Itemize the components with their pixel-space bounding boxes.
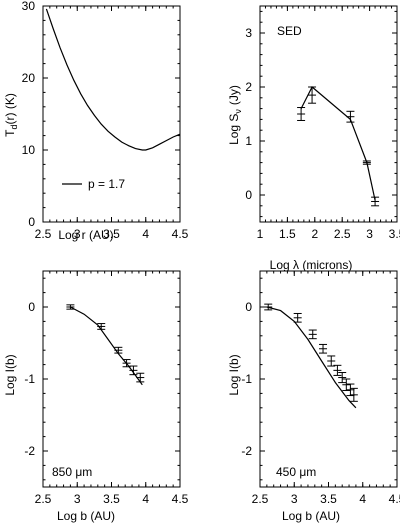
x-tick-label: 3 — [366, 227, 373, 241]
data-point — [122, 359, 131, 368]
y-tick-label: 1 — [245, 134, 252, 148]
y-tick-label: -2 — [24, 444, 35, 458]
data-point — [66, 304, 75, 310]
panel-450: 2.5 3 3.5 4 4.5 0 -1 -2 — [241, 270, 400, 506]
data-point — [371, 196, 380, 207]
x-tick-label: 3 — [291, 492, 298, 506]
x-tick-label: 4 — [142, 492, 149, 506]
plot-frame — [42, 270, 181, 488]
panel-850: 2.5 3 3.5 4 4.5 0 -1 -2 — [24, 270, 189, 506]
x-tick-label: 4 — [359, 492, 366, 506]
ylabel-sed: Log Sν(Jy) — [227, 85, 243, 145]
x-tick-label: 3.5 — [103, 492, 120, 506]
panel-sed: 1 1.5 2 2.5 3 3.5 0 1 2 3 — [245, 5, 400, 241]
model-line — [70, 306, 143, 386]
y-tick-label: 0 — [28, 300, 35, 314]
x-tick-label: 3.5 — [320, 492, 337, 506]
data-point — [308, 86, 317, 104]
x-tick-label: 3 — [74, 492, 81, 506]
x-tick-label: 4.5 — [172, 227, 189, 241]
y-tick-label: 2 — [245, 80, 252, 94]
xlabel-sed: Log λ (microns) — [270, 258, 353, 272]
annotation-850: 850 μm — [52, 465, 92, 479]
data-point — [338, 372, 347, 384]
x-tick-label: 2.5 — [35, 492, 52, 506]
data-point — [97, 323, 106, 330]
x-tick-label: 1.5 — [279, 227, 296, 241]
y-tick-label: -1 — [241, 372, 252, 386]
annotation-sed: SED — [277, 24, 302, 38]
data-point — [346, 110, 355, 123]
x-tick-label: 3.5 — [103, 227, 120, 241]
y-tick-label: 30 — [22, 0, 36, 13]
y-tick-label: -2 — [241, 444, 252, 458]
y-tick-label: 10 — [22, 143, 36, 157]
x-tick-label: 1 — [257, 227, 264, 241]
data-point — [129, 365, 138, 376]
ylabel-450: Log I(b) — [227, 354, 241, 395]
data-point — [136, 372, 145, 383]
plot-frame — [259, 5, 398, 223]
data-point — [349, 387, 358, 402]
data-point — [308, 329, 317, 340]
x-tick-label: 3.5 — [389, 227, 400, 241]
xlabel-450: Log b (AU) — [282, 509, 340, 523]
xlabel-temperature: Log r (AU) — [58, 228, 113, 242]
data-point — [264, 303, 273, 311]
data-point — [346, 383, 355, 397]
model-line — [266, 306, 357, 409]
ylabel-temperature: Td(r) (K) — [3, 93, 19, 137]
x-tick-label: 2.5 — [35, 227, 52, 241]
y-tick-label: 20 — [22, 71, 36, 85]
series-line — [45, 8, 180, 151]
y-tick-label: 3 — [245, 26, 252, 40]
data-point — [327, 355, 336, 367]
x-tick-label: 2 — [311, 227, 318, 241]
data-point — [293, 312, 302, 323]
x-tick-label: 2.5 — [252, 492, 269, 506]
model-line — [300, 86, 376, 201]
y-tick-label: 0 — [245, 300, 252, 314]
data-point — [297, 107, 306, 121]
panel-temperature: 2.5 3 3.5 4 4.5 0 10 20 30 — [22, 0, 189, 241]
y-tick-label: -1 — [24, 372, 35, 386]
data-point — [333, 364, 342, 376]
y-tick-label: 0 — [245, 188, 252, 202]
x-tick-label: 4.5 — [389, 492, 400, 506]
y-tick-label: 0 — [28, 215, 35, 229]
x-tick-label: 3 — [74, 227, 81, 241]
data-point — [342, 378, 351, 392]
ylabel-850: Log I(b) — [3, 354, 17, 395]
data-point — [362, 160, 371, 165]
data-point — [114, 346, 123, 354]
data-point — [319, 343, 328, 354]
xlabel-850: Log b (AU) — [57, 509, 115, 523]
x-tick-label: 2.5 — [334, 227, 351, 241]
plot-frame — [259, 270, 398, 488]
legend-label-temperature: p = 1.7 — [88, 177, 125, 191]
annotation-450: 450 μm — [276, 465, 316, 479]
x-tick-label: 4.5 — [172, 492, 189, 506]
x-tick-label: 4 — [142, 227, 149, 241]
